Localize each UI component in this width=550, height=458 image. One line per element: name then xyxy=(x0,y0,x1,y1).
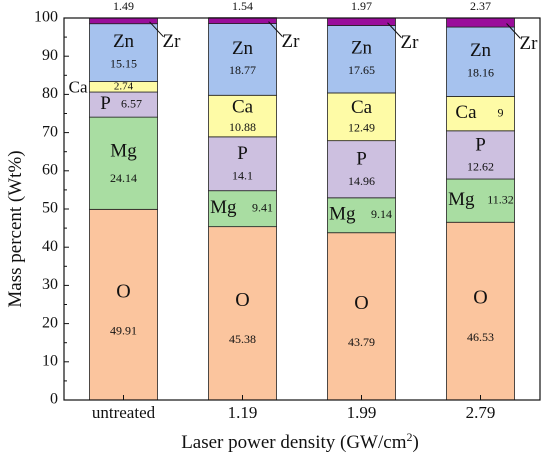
bar-zr-2 xyxy=(327,17,396,26)
y-tick-label-70: 70 xyxy=(42,123,58,140)
value-label-mg-0: 24.14 xyxy=(110,171,137,185)
series-name-zr-0: Zr xyxy=(163,31,182,52)
bar-mg-3 xyxy=(446,178,515,223)
value-label-o-0: 49.91 xyxy=(110,323,137,337)
series-name-p-1: P xyxy=(237,143,248,164)
bar-p-3 xyxy=(446,130,515,180)
bar-o-1 xyxy=(208,226,277,401)
series-name-p-0: P xyxy=(100,93,111,114)
axes-layer: 0 10 20 30 40 50 60 70 80 90 100 untreated 1.19 1.99 2… xyxy=(34,9,541,422)
y-axis-label: Mass percent (Wt%) xyxy=(5,150,26,307)
series-name-mg-1: Mg xyxy=(210,197,237,218)
value-label-zr-1: 1.54 xyxy=(232,0,253,13)
series-name-ca-0: Ca xyxy=(69,78,88,97)
y-tick-label-60: 60 xyxy=(42,161,58,178)
y-tick-label-50: 50 xyxy=(42,200,58,217)
value-label-ca-1: 10.88 xyxy=(229,120,256,134)
series-name-zn-3: Zn xyxy=(470,40,492,61)
bar-mg-0 xyxy=(89,116,158,210)
value-label-zr-2: 1.97 xyxy=(351,0,372,13)
series-name-o-1: O xyxy=(235,289,249,311)
bar-o-0 xyxy=(89,208,158,401)
value-label-zn-3: 18.16 xyxy=(467,65,494,79)
value-label-mg-2: 9.14 xyxy=(371,207,392,221)
value-label-zn-1: 18.77 xyxy=(229,63,256,77)
series-name-p-3: P xyxy=(475,134,486,155)
series-name-ca-2: Ca xyxy=(351,97,373,118)
value-label-o-3: 46.53 xyxy=(467,330,494,344)
series-name-o-2: O xyxy=(354,292,368,314)
value-label-ca-2: 12.49 xyxy=(348,121,375,135)
series-name-zr-1: Zr xyxy=(282,31,301,52)
y-tick-label-20: 20 xyxy=(42,314,58,331)
series-name-zn-1: Zn xyxy=(232,38,254,59)
value-label-o-1: 45.38 xyxy=(229,332,256,346)
series-name-mg-0: Mg xyxy=(110,141,137,162)
x-tick-label-2: 1.99 xyxy=(347,403,377,422)
series-name-mg-3: Mg xyxy=(448,189,475,210)
series-name-o-3: O xyxy=(473,287,487,309)
bar-o-3 xyxy=(446,221,515,401)
y-tick-label-80: 80 xyxy=(42,85,58,102)
series-name-ca-3: Ca xyxy=(455,102,477,123)
x-axis-label: Laser power density (GW/cm2) xyxy=(181,430,419,453)
series-name-p-2: P xyxy=(356,149,367,170)
value-label-p-0: 6.57 xyxy=(121,96,142,110)
x-axis-label-superscript: 2 xyxy=(406,430,412,444)
bar-o-2 xyxy=(327,232,396,401)
leader-line-zr-3 xyxy=(506,23,521,39)
y-tick-label-40: 40 xyxy=(42,238,58,255)
value-label-mg-3: 11.32 xyxy=(487,192,514,206)
leader-line-zr-2 xyxy=(387,22,402,39)
value-label-ca-0: 2.74 xyxy=(114,80,134,92)
bar-p-1 xyxy=(208,136,277,192)
bar-zn-1 xyxy=(208,23,277,96)
bar-p-2 xyxy=(327,140,396,199)
bar-zn-2 xyxy=(327,25,396,94)
value-label-zn-2: 17.65 xyxy=(348,63,375,77)
value-label-ca-3: 9 xyxy=(498,105,504,119)
leader-line-zr-0 xyxy=(149,21,164,38)
bar-zn-3 xyxy=(446,26,515,97)
series-name-zn-2: Zn xyxy=(351,38,373,59)
labels-layer: O 49.91 Zn 15.15 1.49 Zr Mg 24.14 P 6.57 Ca 2.74 O 45… xyxy=(69,0,538,349)
bar-zr-0 xyxy=(89,17,158,25)
series-name-zr-2: Zr xyxy=(401,32,420,53)
value-label-mg-1: 9.41 xyxy=(252,200,273,214)
y-tick-label-90: 90 xyxy=(42,47,58,64)
series-name-ca-1: Ca xyxy=(232,96,254,117)
bar-zr-3 xyxy=(446,17,515,28)
bar-ca-2 xyxy=(327,92,396,142)
value-label-o-2: 43.79 xyxy=(348,335,375,349)
value-label-zn-0: 15.15 xyxy=(110,56,137,70)
value-label-p-1: 14.1 xyxy=(232,169,253,183)
y-tick-label-100: 100 xyxy=(34,9,58,26)
value-label-p-3: 12.62 xyxy=(467,160,494,174)
bar-zn-0 xyxy=(89,23,158,82)
bar-ca-1 xyxy=(208,94,277,138)
bars-layer xyxy=(89,17,515,401)
x-axis-label-main: Laser power density (GW/cm xyxy=(181,432,407,453)
x-tick-label-0: untreated xyxy=(92,403,156,422)
leader-line-zr-1 xyxy=(268,21,283,37)
value-label-zr-3: 2.37 xyxy=(470,0,491,13)
value-label-p-2: 14.96 xyxy=(348,174,375,188)
series-name-o-0: O xyxy=(116,280,130,302)
y-tick-label-10: 10 xyxy=(42,352,58,369)
series-name-mg-2: Mg xyxy=(329,204,356,225)
y-tick-label-30: 30 xyxy=(42,276,58,293)
y-tick-label-0: 0 xyxy=(50,391,58,408)
value-label-zr-0: 1.49 xyxy=(113,0,134,13)
x-axis-label-close: ) xyxy=(412,432,418,453)
series-name-zr-3: Zr xyxy=(520,33,539,54)
series-name-zn-0: Zn xyxy=(113,31,135,52)
x-tick-label-1: 1.19 xyxy=(228,403,258,422)
x-tick-label-3: 2.79 xyxy=(466,403,496,422)
